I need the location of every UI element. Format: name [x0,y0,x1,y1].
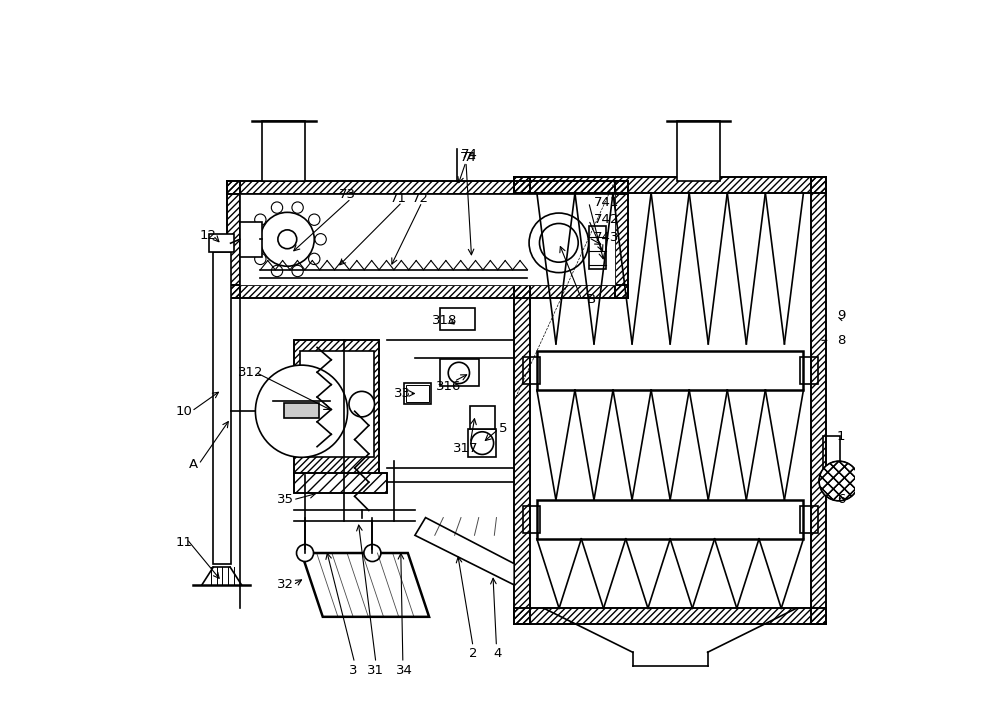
Text: 9: 9 [837,309,845,322]
Circle shape [297,545,314,562]
Bar [227,285,628,298]
Circle shape [255,214,266,225]
Text: 2: 2 [469,647,477,660]
Bar [470,406,495,429]
Bar [300,351,374,457]
Bar [811,177,826,624]
Circle shape [248,234,260,245]
Text: 1: 1 [837,430,845,442]
Bar [227,181,240,298]
Text: 5: 5 [499,423,508,435]
Text: 35: 35 [277,493,294,506]
Text: 742: 742 [594,213,619,226]
Circle shape [271,202,283,213]
Text: 72: 72 [412,192,429,205]
Bar [677,121,720,181]
Bar [615,181,628,298]
Bar [213,252,231,564]
Text: 34: 34 [396,664,413,676]
Text: 71: 71 [390,192,407,205]
Bar [514,177,530,624]
Text: 8: 8 [837,334,845,347]
Circle shape [309,214,320,225]
Circle shape [271,265,283,277]
Bar [514,608,826,624]
Bar [823,435,840,468]
Bar [468,429,496,457]
Bar [227,285,628,298]
Bar [537,500,803,539]
Text: 318: 318 [432,314,457,327]
Text: 32: 32 [277,579,294,591]
Bar [537,351,803,390]
Bar [294,473,387,493]
Circle shape [309,253,320,264]
Text: 74: 74 [461,148,478,161]
Text: B: B [586,293,596,306]
Polygon shape [415,518,514,585]
Bar [294,473,387,493]
Text: A: A [189,458,198,471]
Bar [523,357,540,384]
Text: 3: 3 [349,664,357,676]
Text: 316: 316 [436,380,462,393]
Bar [514,177,826,193]
Bar [294,340,379,475]
Bar [615,181,628,298]
Bar [523,506,540,533]
Text: 33: 33 [394,387,411,400]
Bar [262,121,305,181]
Text: 4: 4 [494,647,502,660]
Circle shape [529,213,589,273]
Text: 74: 74 [460,151,477,164]
Bar [800,506,818,533]
Circle shape [471,432,494,454]
Bar [227,181,628,194]
Bar [404,383,431,404]
Circle shape [255,253,266,264]
Bar [440,308,475,330]
Text: 317: 317 [453,442,479,454]
Bar [514,177,530,624]
Text: 11: 11 [176,536,193,549]
Circle shape [364,545,381,562]
Bar [800,357,818,384]
Bar [294,340,379,475]
Bar [514,177,826,193]
Circle shape [292,265,303,277]
Bar [209,234,234,252]
Bar [440,359,479,386]
Text: 73: 73 [339,188,356,201]
Bar [284,403,319,418]
Text: 12: 12 [199,229,216,242]
Circle shape [292,202,303,213]
Text: 10: 10 [176,405,193,418]
Text: 743: 743 [594,231,619,244]
Circle shape [819,461,859,501]
Bar [811,177,826,624]
Polygon shape [301,553,429,617]
Bar [227,181,628,194]
Bar [240,194,615,285]
Circle shape [448,362,470,384]
Text: 31: 31 [367,664,384,676]
Bar [589,226,606,269]
Circle shape [315,234,326,245]
Bar [240,221,262,257]
Bar [406,385,429,402]
Text: 312: 312 [238,366,263,379]
Text: 7: 7 [464,151,472,164]
Text: 6: 6 [837,493,845,506]
Circle shape [349,391,375,417]
Bar [227,181,240,298]
Bar [514,608,826,624]
Circle shape [255,365,348,457]
Text: 741: 741 [594,196,619,208]
